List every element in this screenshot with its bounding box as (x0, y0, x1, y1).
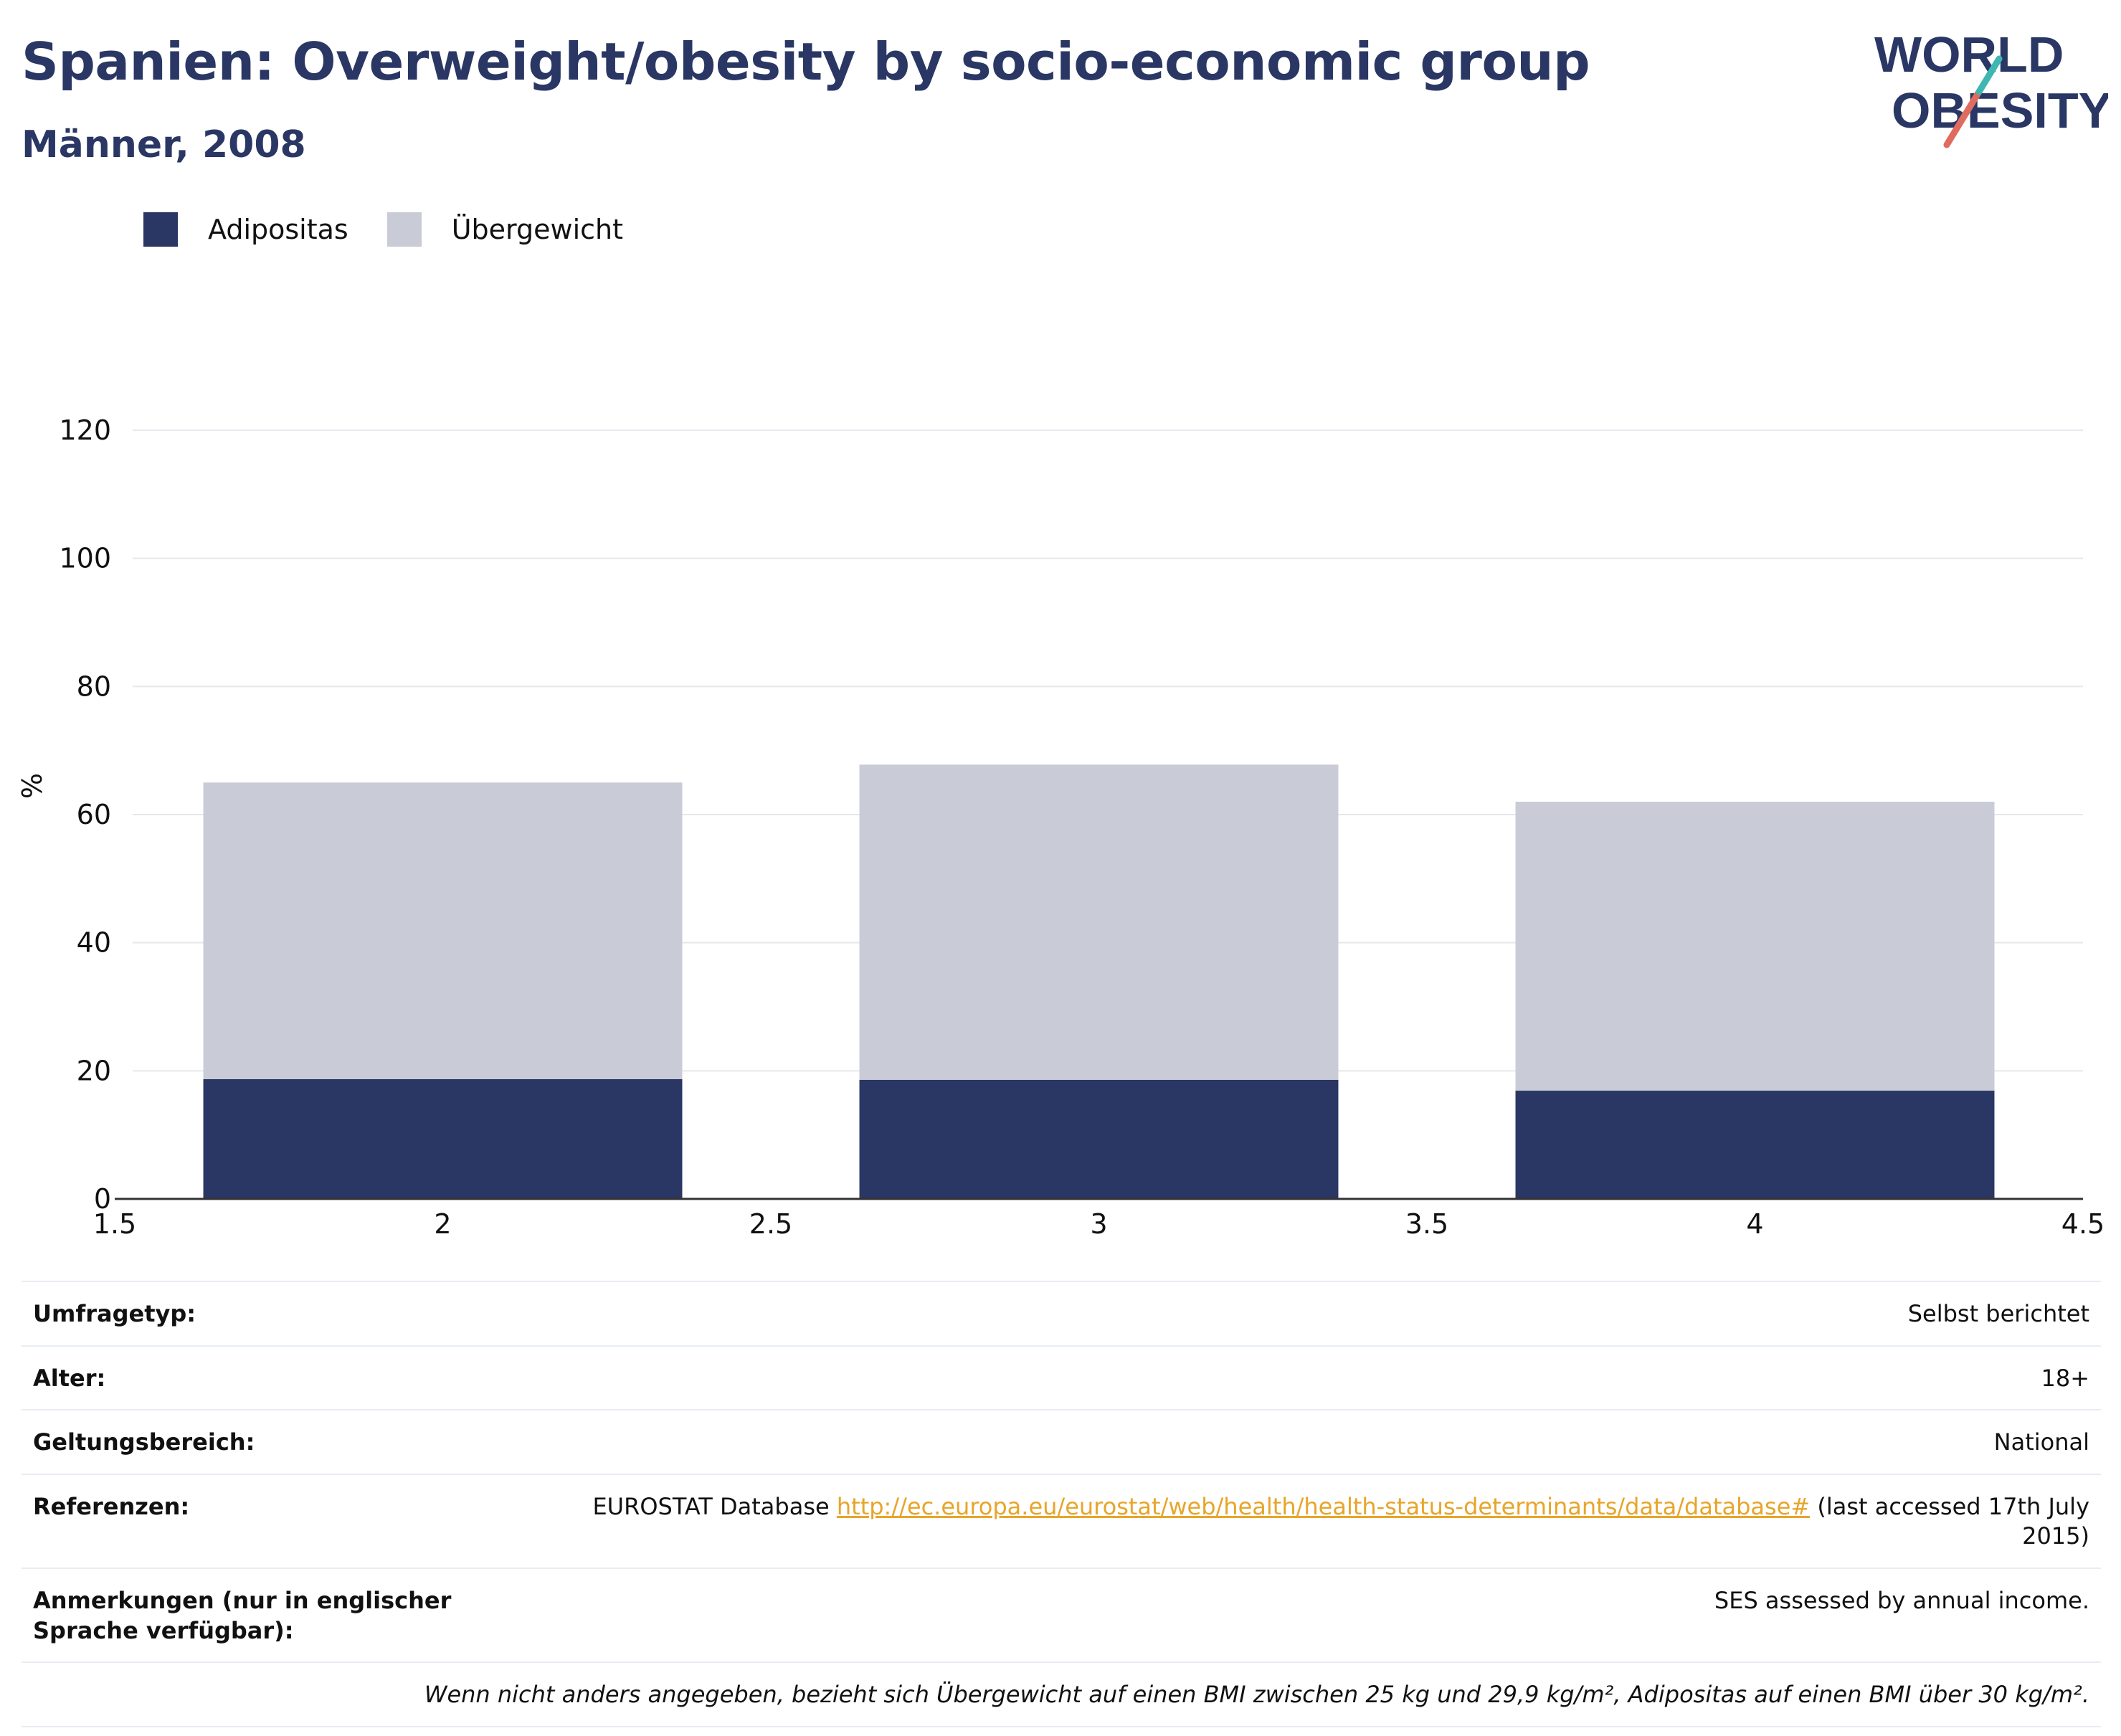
y-tick-labels: 0 20 40 60 80 100 120 (59, 414, 111, 1215)
legend-label-adipositas: Adipositas (208, 214, 348, 245)
x-tick-label: 2 (434, 1208, 451, 1240)
logo-slash-coral (1943, 88, 1983, 148)
y-tick-label: 80 (77, 670, 111, 702)
info-row-references: Referenzen: EUROSTAT Database http://ec.… (22, 1473, 2101, 1569)
bar-uebergewicht[interactable] (1515, 802, 1995, 1091)
info-table: Umfragetyp: Selbst berichtet Alter: 18+ … (22, 1281, 2101, 1727)
info-row-survey-type: Umfragetyp: Selbst berichtet (22, 1281, 2101, 1347)
y-tick-label: 0 (94, 1183, 111, 1215)
legend-swatch-uebergewicht (386, 212, 422, 247)
chart-legend: Adipositas Übergewicht (143, 212, 662, 247)
x-tick-label: 2.5 (749, 1208, 792, 1240)
legend-label-uebergewicht: Übergewicht (451, 214, 623, 245)
bar-adipositas[interactable] (859, 1079, 1339, 1199)
bars (203, 764, 1995, 1199)
legend-item-adipositas[interactable]: Adipositas (143, 212, 348, 247)
x-tick-label: 3 (1090, 1208, 1107, 1240)
x-tick-label: 1.5 (93, 1208, 136, 1240)
scope-label: Geltungsbereich: (22, 1409, 561, 1475)
info-row-notes: Anmerkungen (nur in englischer Sprache v… (22, 1567, 2101, 1664)
bar-uebergewicht[interactable] (859, 764, 1339, 1080)
x-tick-label: 3.5 (1405, 1208, 1448, 1240)
chart-title: Spanien: Overweight/obesity by socio-eco… (22, 32, 1590, 92)
legend-swatch-adipositas (143, 212, 178, 247)
y-tick-label: 100 (59, 543, 111, 574)
references-link[interactable]: http://ec.europa.eu/eurostat/web/health/… (836, 1492, 1811, 1520)
y-tick-label: 120 (59, 414, 111, 446)
age-value: 18+ (561, 1344, 2101, 1411)
scope-value: National (561, 1409, 2101, 1475)
references-label: Referenzen: (22, 1473, 561, 1569)
y-tick-label: 20 (77, 1055, 111, 1086)
x-tick-label: 4 (1746, 1208, 1763, 1240)
bar-adipositas[interactable] (1515, 1091, 1995, 1199)
references-prefix: EUROSTAT Database (592, 1492, 837, 1520)
survey-type-label: Umfragetyp: (22, 1281, 561, 1347)
bar-adipositas[interactable] (203, 1078, 683, 1199)
survey-type-value: Selbst berichtet (561, 1281, 2101, 1347)
info-row-footnote: Wenn nicht anders angegeben, bezieht sic… (22, 1661, 2101, 1727)
bar-chart: 0 20 40 60 80 100 120 1.5 2 2.5 3 3.5 4 4.5 % (16, 414, 2105, 1240)
legend-item-uebergewicht[interactable]: Übergewicht (386, 212, 623, 247)
logo-slash-teal (1975, 55, 2003, 95)
chart-subtitle: Männer, 2008 (22, 123, 306, 166)
y-tick-label: 40 (77, 927, 111, 959)
world-obesity-logo: WORLD OBESITY (1874, 27, 2108, 148)
references-value: EUROSTAT Database http://ec.europa.eu/eu… (561, 1473, 2101, 1569)
logo-line1: WORLD (1874, 27, 2064, 82)
notes-value: SES assessed by annual income. (561, 1567, 2101, 1664)
notes-label: Anmerkungen (nur in englischer Sprache v… (22, 1567, 561, 1664)
x-tick-labels: 1.5 2 2.5 3 3.5 4 4.5 (93, 1208, 2105, 1240)
x-tick-label: 4.5 (2061, 1208, 2105, 1240)
info-row-age: Alter: 18+ (22, 1344, 2101, 1411)
y-axis-label: % (16, 773, 48, 799)
footnote: Wenn nicht anders angegeben, bezieht sic… (22, 1661, 2101, 1727)
logo-line2: OBESITY (1892, 82, 2108, 138)
info-row-scope: Geltungsbereich: National (22, 1409, 2101, 1475)
references-suffix: (last accessed 17th July 2015) (1810, 1492, 2089, 1550)
age-label: Alter: (22, 1344, 561, 1411)
bar-uebergewicht[interactable] (203, 782, 683, 1079)
y-tick-label: 60 (77, 799, 111, 830)
